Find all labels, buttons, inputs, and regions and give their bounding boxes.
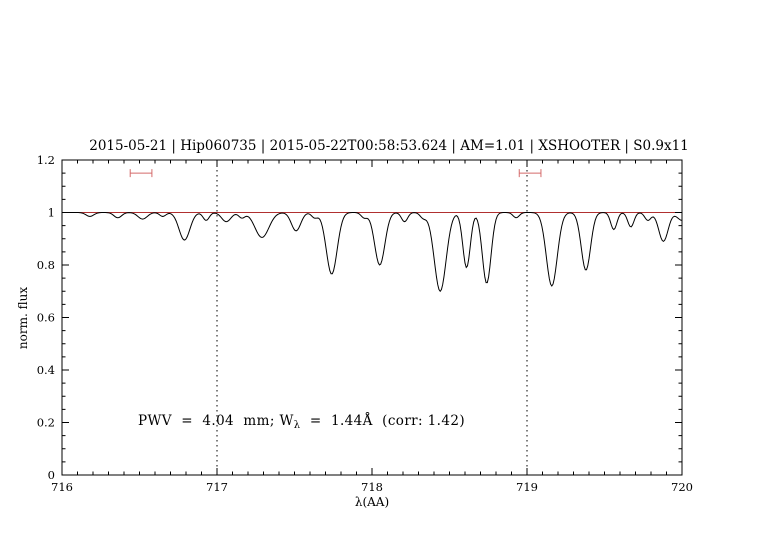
y-tick-label: 0.2 (37, 416, 55, 430)
annotation-suffix: = 1.44Å (corr: 1.42) (301, 413, 466, 429)
y-tick-label: 0.8 (37, 258, 55, 272)
y-tick-label: 1 (48, 206, 55, 220)
y-tick-label: 0.4 (37, 363, 55, 377)
y-axis-label: norm. flux (16, 287, 30, 349)
y-tick-label: 0 (48, 468, 55, 482)
plot-title: 2015-05-21 | Hip060735 | 2015-05-22T00:5… (89, 138, 689, 154)
x-tick-label: 717 (206, 480, 228, 494)
y-tick-label: 1.2 (37, 153, 55, 167)
x-tick-label: 716 (51, 480, 73, 494)
x-tick-label: 720 (671, 480, 693, 494)
annotation-prefix: PWV = 4.04 mm; W (138, 413, 294, 429)
spectrum-curve (62, 212, 683, 293)
range-markers (129, 169, 542, 178)
pwv-annotation: PWV = 4.04 mm; Wλ = 1.44Å (corr: 1.42) (138, 413, 465, 431)
axes-frame (61, 159, 683, 476)
x-tick-label: 718 (361, 480, 383, 494)
x-axis-label: λ(AA) (355, 495, 389, 509)
tick-labels: 716 717 718 719 720 0 0.2 0.4 0.6 0.8 1 1.2 (37, 153, 693, 494)
x-tick-label: 719 (516, 480, 538, 494)
annotation-subscript: λ (294, 420, 301, 431)
y-tick-label: 0.6 (37, 311, 55, 325)
